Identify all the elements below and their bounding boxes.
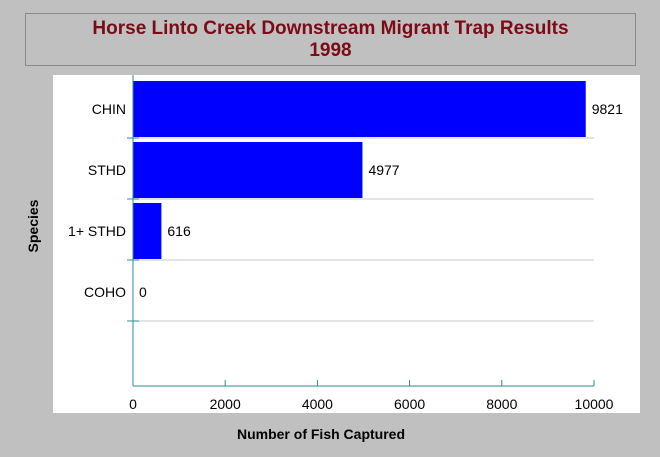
- axes: [127, 75, 595, 387]
- bar-sthd: [133, 142, 363, 198]
- labels: CHIN 9821 STHD 4977 1+ STHD 616 COHO 0 0 2000 4000…: [68, 101, 623, 412]
- chart-title-box: Horse Linto Creek Downstream Migrant Tra…: [25, 13, 636, 66]
- data-label: 616: [167, 223, 191, 239]
- bar-1-sthd: [133, 203, 162, 259]
- category-label: STHD: [88, 162, 126, 178]
- bars: [133, 81, 586, 259]
- grid-lines: [133, 137, 594, 322]
- data-label: 9821: [592, 101, 623, 117]
- chart-title: Horse Linto Creek Downstream Migrant Tra…: [92, 18, 569, 39]
- y-axis-label: Species: [25, 199, 41, 252]
- x-tick-label: 6000: [394, 396, 425, 412]
- chart-subtitle-year: 1998: [309, 40, 352, 61]
- x-tick-label: 10000: [575, 396, 614, 412]
- x-tick-label: 8000: [486, 396, 517, 412]
- x-tick-label: 0: [129, 396, 137, 412]
- x-tick-label: 2000: [210, 396, 241, 412]
- data-label: 0: [139, 284, 147, 300]
- x-axis-label: Number of Fish Captured: [237, 426, 405, 442]
- category-label: 1+ STHD: [68, 223, 126, 239]
- category-label: COHO: [84, 284, 126, 300]
- data-label: 4977: [368, 162, 399, 178]
- x-tick-label: 4000: [302, 396, 333, 412]
- category-label: CHIN: [92, 101, 126, 117]
- bar-chin: [133, 81, 586, 137]
